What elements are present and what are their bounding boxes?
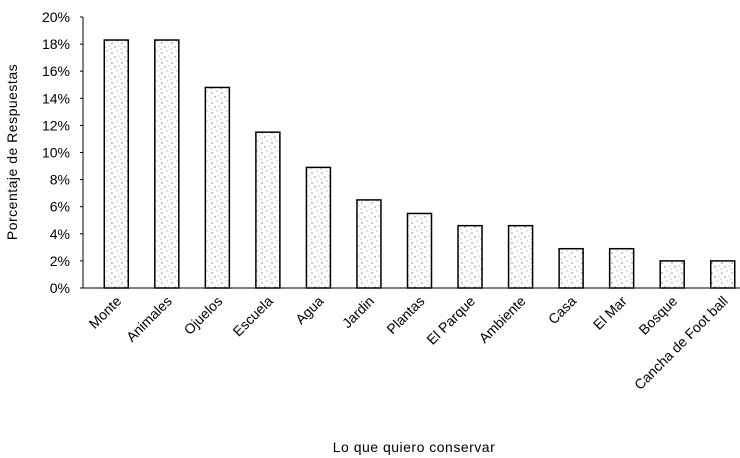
bar-ambiente [507, 224, 534, 289]
y-tick-label: 18% [42, 36, 70, 52]
y-tick-label: 8% [50, 172, 70, 188]
y-tick-label: 14% [42, 90, 70, 106]
bar-agua [305, 166, 332, 289]
bar-escuela [255, 131, 281, 289]
bar-el-parque [457, 224, 483, 289]
bar-plantas [406, 212, 433, 289]
bar-bosque [659, 260, 685, 289]
y-tick-label: 2% [50, 253, 70, 269]
bar-casa [558, 247, 584, 289]
x-tick-label: Agua [292, 293, 327, 328]
bar-ojuelos [204, 86, 231, 289]
y-tick-label: 4% [50, 226, 70, 242]
y-tick-label: 12% [42, 117, 70, 133]
bar-cancha-de-foot-ball [709, 260, 736, 289]
x-tick-label: Ojuelos [181, 293, 226, 338]
x-tick-label: Animales [123, 293, 175, 345]
x-tick-label: El Parque [423, 293, 478, 348]
x-tick-label: Plantas [383, 293, 427, 337]
y-tick-label: 16% [42, 63, 70, 79]
x-tick-label: Jardin [339, 293, 377, 331]
x-tick-label: El Mar [590, 293, 630, 333]
y-tick-label: 10% [42, 145, 70, 161]
x-tick-label: Escuela [229, 293, 276, 340]
x-tick-label: Monte [86, 293, 125, 332]
x-tick-label: Bosque [635, 293, 680, 338]
x-tick-label: Cancha de Foot ball [631, 293, 731, 393]
bar-animales [154, 39, 180, 289]
y-tick-label: 6% [50, 199, 70, 215]
x-tick-label: Casa [545, 293, 580, 328]
x-axis-title: Lo que quiero conservar [333, 439, 496, 455]
bar-el-mar [608, 247, 635, 289]
x-tick-label: Ambiente [476, 293, 529, 346]
y-axis-title: Porcentaje de Respuestas [4, 64, 20, 240]
y-tick-label: 20% [42, 9, 70, 25]
bar-jardin [356, 199, 382, 289]
y-tick-label: 0% [50, 280, 70, 296]
bar-monte [103, 39, 130, 289]
